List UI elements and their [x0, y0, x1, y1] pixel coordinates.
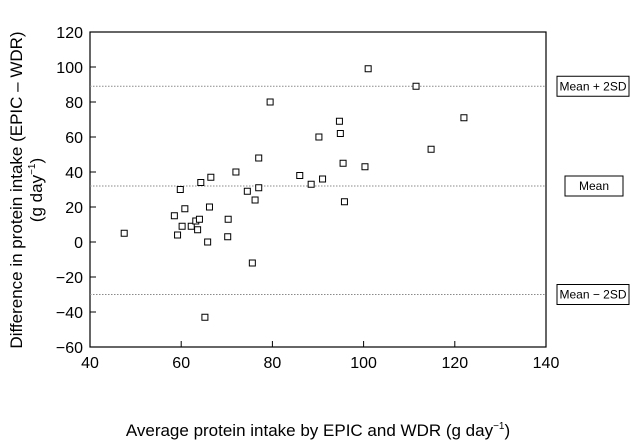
y-tick-label: 80 — [65, 95, 83, 112]
data-points — [120, 65, 468, 321]
data-point — [197, 179, 205, 186]
data-point — [319, 175, 327, 183]
data-point — [178, 222, 186, 230]
y-axis-ticks: −60 −40 −20 0 20 40 60 80 100 120 — [56, 25, 96, 357]
y-tick-label: 100 — [56, 60, 83, 77]
data-point — [201, 313, 209, 321]
data-point — [224, 215, 232, 223]
data-point — [335, 117, 343, 125]
data-point — [412, 82, 420, 90]
svg-text:(g day−1): (g day−1) — [27, 158, 46, 222]
x-axis-title: Average protein intake by EPIC and WDR (… — [126, 421, 510, 440]
data-point — [307, 180, 315, 188]
y-axis-title: Difference in protein intake (EPIC – WDR… — [7, 31, 46, 348]
y-tick-label: −60 — [56, 340, 83, 357]
data-point — [340, 198, 348, 206]
data-point — [251, 196, 259, 204]
data-point — [315, 133, 323, 141]
data-point — [170, 212, 178, 220]
data-point — [248, 259, 256, 267]
y-tick-label: 40 — [65, 165, 83, 182]
x-tick-label: 40 — [81, 355, 99, 372]
x-tick-label: 120 — [441, 355, 468, 372]
data-point — [361, 163, 369, 171]
y-tick-label: 0 — [74, 235, 83, 252]
x-axis-ticks: 40 60 80 100 120 140 — [81, 341, 559, 372]
svg-text:Difference in protein intake (: Difference in protein intake (EPIC – WDR… — [7, 31, 26, 348]
reference-label-box — [556, 284, 630, 305]
reference-label-box — [564, 175, 624, 197]
data-point — [243, 187, 251, 195]
data-point — [181, 205, 189, 213]
x-tick-label: 80 — [264, 355, 282, 372]
data-point — [339, 159, 347, 167]
data-point — [174, 231, 182, 239]
data-point — [460, 114, 468, 122]
reference-labels: Mean + 2SD Mean Mean − 2SD — [556, 75, 630, 305]
y-tick-label: 120 — [56, 25, 83, 42]
reference-label-box — [556, 75, 630, 97]
data-point — [194, 226, 202, 234]
data-point — [364, 65, 372, 73]
reference-label: Mean + 2SD — [559, 79, 626, 93]
reference-lines — [90, 85, 546, 295]
data-point — [204, 238, 212, 246]
data-point — [232, 168, 240, 176]
x-tick-label: 140 — [533, 355, 560, 372]
x-tick-label: 100 — [350, 355, 377, 372]
y-tick-label: 60 — [65, 130, 83, 147]
reference-label: Mean − 2SD — [559, 288, 626, 302]
y-tick-label: −20 — [56, 270, 83, 287]
y-tick-label: 20 — [65, 200, 83, 217]
reference-label: Mean — [579, 179, 609, 193]
y-tick-label: −40 — [56, 305, 83, 322]
data-point — [296, 172, 304, 179]
data-point — [224, 233, 232, 241]
data-point — [336, 130, 344, 137]
data-point — [255, 154, 263, 162]
plot-frame — [89, 31, 547, 348]
data-point — [266, 98, 274, 106]
data-point — [176, 186, 184, 193]
data-point — [195, 215, 203, 223]
x-tick-label: 60 — [172, 355, 190, 372]
data-point — [205, 203, 213, 211]
data-point — [255, 184, 263, 192]
data-point — [120, 229, 128, 237]
data-point — [207, 173, 215, 181]
data-point — [427, 145, 435, 153]
